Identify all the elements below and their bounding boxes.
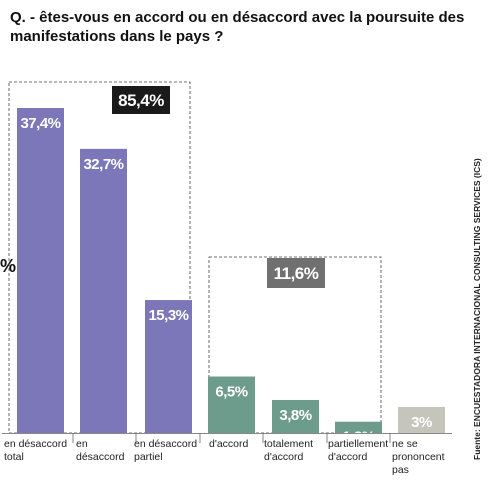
bar-value-label-7: 3% xyxy=(411,414,432,431)
bar-value-label-4: 6,5% xyxy=(215,384,247,401)
bar-1 xyxy=(17,108,64,433)
bar-value-label-3: 15,3% xyxy=(148,307,188,324)
clipped-percent-text: % xyxy=(0,256,17,276)
bar-2 xyxy=(80,148,127,434)
category-label-2: en désaccord xyxy=(76,438,125,463)
bar-value-label-2: 32,7% xyxy=(83,156,123,173)
group-total-box-1 xyxy=(112,86,170,114)
category-label-3: en désaccord partiel xyxy=(134,438,198,463)
bar-7 xyxy=(398,406,445,433)
category-label-7: ne se prononcent pas xyxy=(392,438,445,476)
bar-value-label-6: 1,3% xyxy=(342,429,374,446)
category-label-5: totalement d'accord xyxy=(264,438,314,463)
category-label-6: partiellement d'accord xyxy=(328,438,389,463)
bar-5 xyxy=(272,399,319,433)
group-total-label-1: 85,4% xyxy=(118,91,164,110)
source-note: Fuente: ENCUESTADORA INTERNACIONAL CONSU… xyxy=(472,158,482,460)
group-total-box-2 xyxy=(267,258,325,288)
bar-value-label-1: 37,4% xyxy=(20,115,60,132)
bar-6 xyxy=(335,421,382,433)
bar-3 xyxy=(145,300,192,433)
group-box-2 xyxy=(208,256,382,434)
bar-4 xyxy=(208,376,255,433)
group-total-label-2: 11,6% xyxy=(274,264,319,283)
category-label-1: en désaccord total xyxy=(4,438,68,463)
category-label-4: d'accord xyxy=(209,438,249,450)
chart-title: Q. - êtes-vous en accord ou en désaccord… xyxy=(10,9,465,45)
bar-value-label-5: 3,8% xyxy=(279,407,311,424)
